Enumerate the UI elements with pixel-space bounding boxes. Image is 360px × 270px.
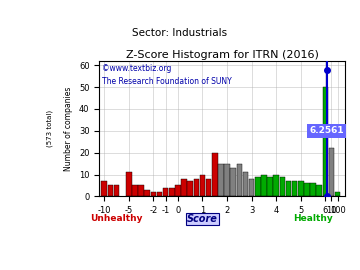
Text: (573 total): (573 total) — [47, 110, 53, 147]
Bar — [126, 172, 131, 196]
Bar — [181, 179, 187, 196]
Bar — [292, 181, 297, 196]
Bar — [335, 192, 341, 196]
Bar — [329, 148, 334, 196]
Bar — [200, 174, 205, 196]
Text: 6.2561: 6.2561 — [309, 126, 344, 135]
Title: Z-Score Histogram for ITRN (2016): Z-Score Histogram for ITRN (2016) — [126, 50, 319, 60]
Bar — [280, 177, 285, 196]
Bar — [108, 185, 113, 196]
Bar — [249, 179, 255, 196]
Bar — [132, 185, 138, 196]
Y-axis label: Number of companies: Number of companies — [64, 86, 73, 171]
Bar — [188, 181, 193, 196]
Text: ©www.textbiz.org: ©www.textbiz.org — [102, 64, 171, 73]
Bar — [218, 164, 224, 196]
Text: Score: Score — [187, 214, 218, 224]
Bar — [163, 188, 168, 196]
Bar — [298, 181, 303, 196]
Bar — [224, 164, 230, 196]
Bar — [286, 181, 291, 196]
Bar — [169, 188, 175, 196]
Bar — [230, 168, 236, 196]
Bar — [114, 185, 119, 196]
Bar — [150, 192, 156, 196]
Bar — [255, 177, 261, 196]
Bar — [237, 164, 242, 196]
Text: Unhealthy: Unhealthy — [90, 214, 143, 223]
Bar — [138, 185, 144, 196]
Bar — [212, 153, 217, 196]
Bar — [274, 174, 279, 196]
Bar — [194, 179, 199, 196]
Text: Sector: Industrials: Sector: Industrials — [132, 28, 228, 38]
Bar — [157, 192, 162, 196]
Text: Healthy: Healthy — [293, 214, 333, 223]
Bar — [304, 183, 310, 196]
Bar — [206, 179, 211, 196]
Bar — [243, 172, 248, 196]
Bar — [316, 185, 322, 196]
Bar — [102, 181, 107, 196]
Bar — [144, 190, 150, 196]
Bar — [267, 177, 273, 196]
Bar — [310, 183, 316, 196]
Bar — [323, 87, 328, 196]
Bar — [175, 185, 181, 196]
Text: The Research Foundation of SUNY: The Research Foundation of SUNY — [102, 77, 231, 86]
Bar — [261, 174, 267, 196]
